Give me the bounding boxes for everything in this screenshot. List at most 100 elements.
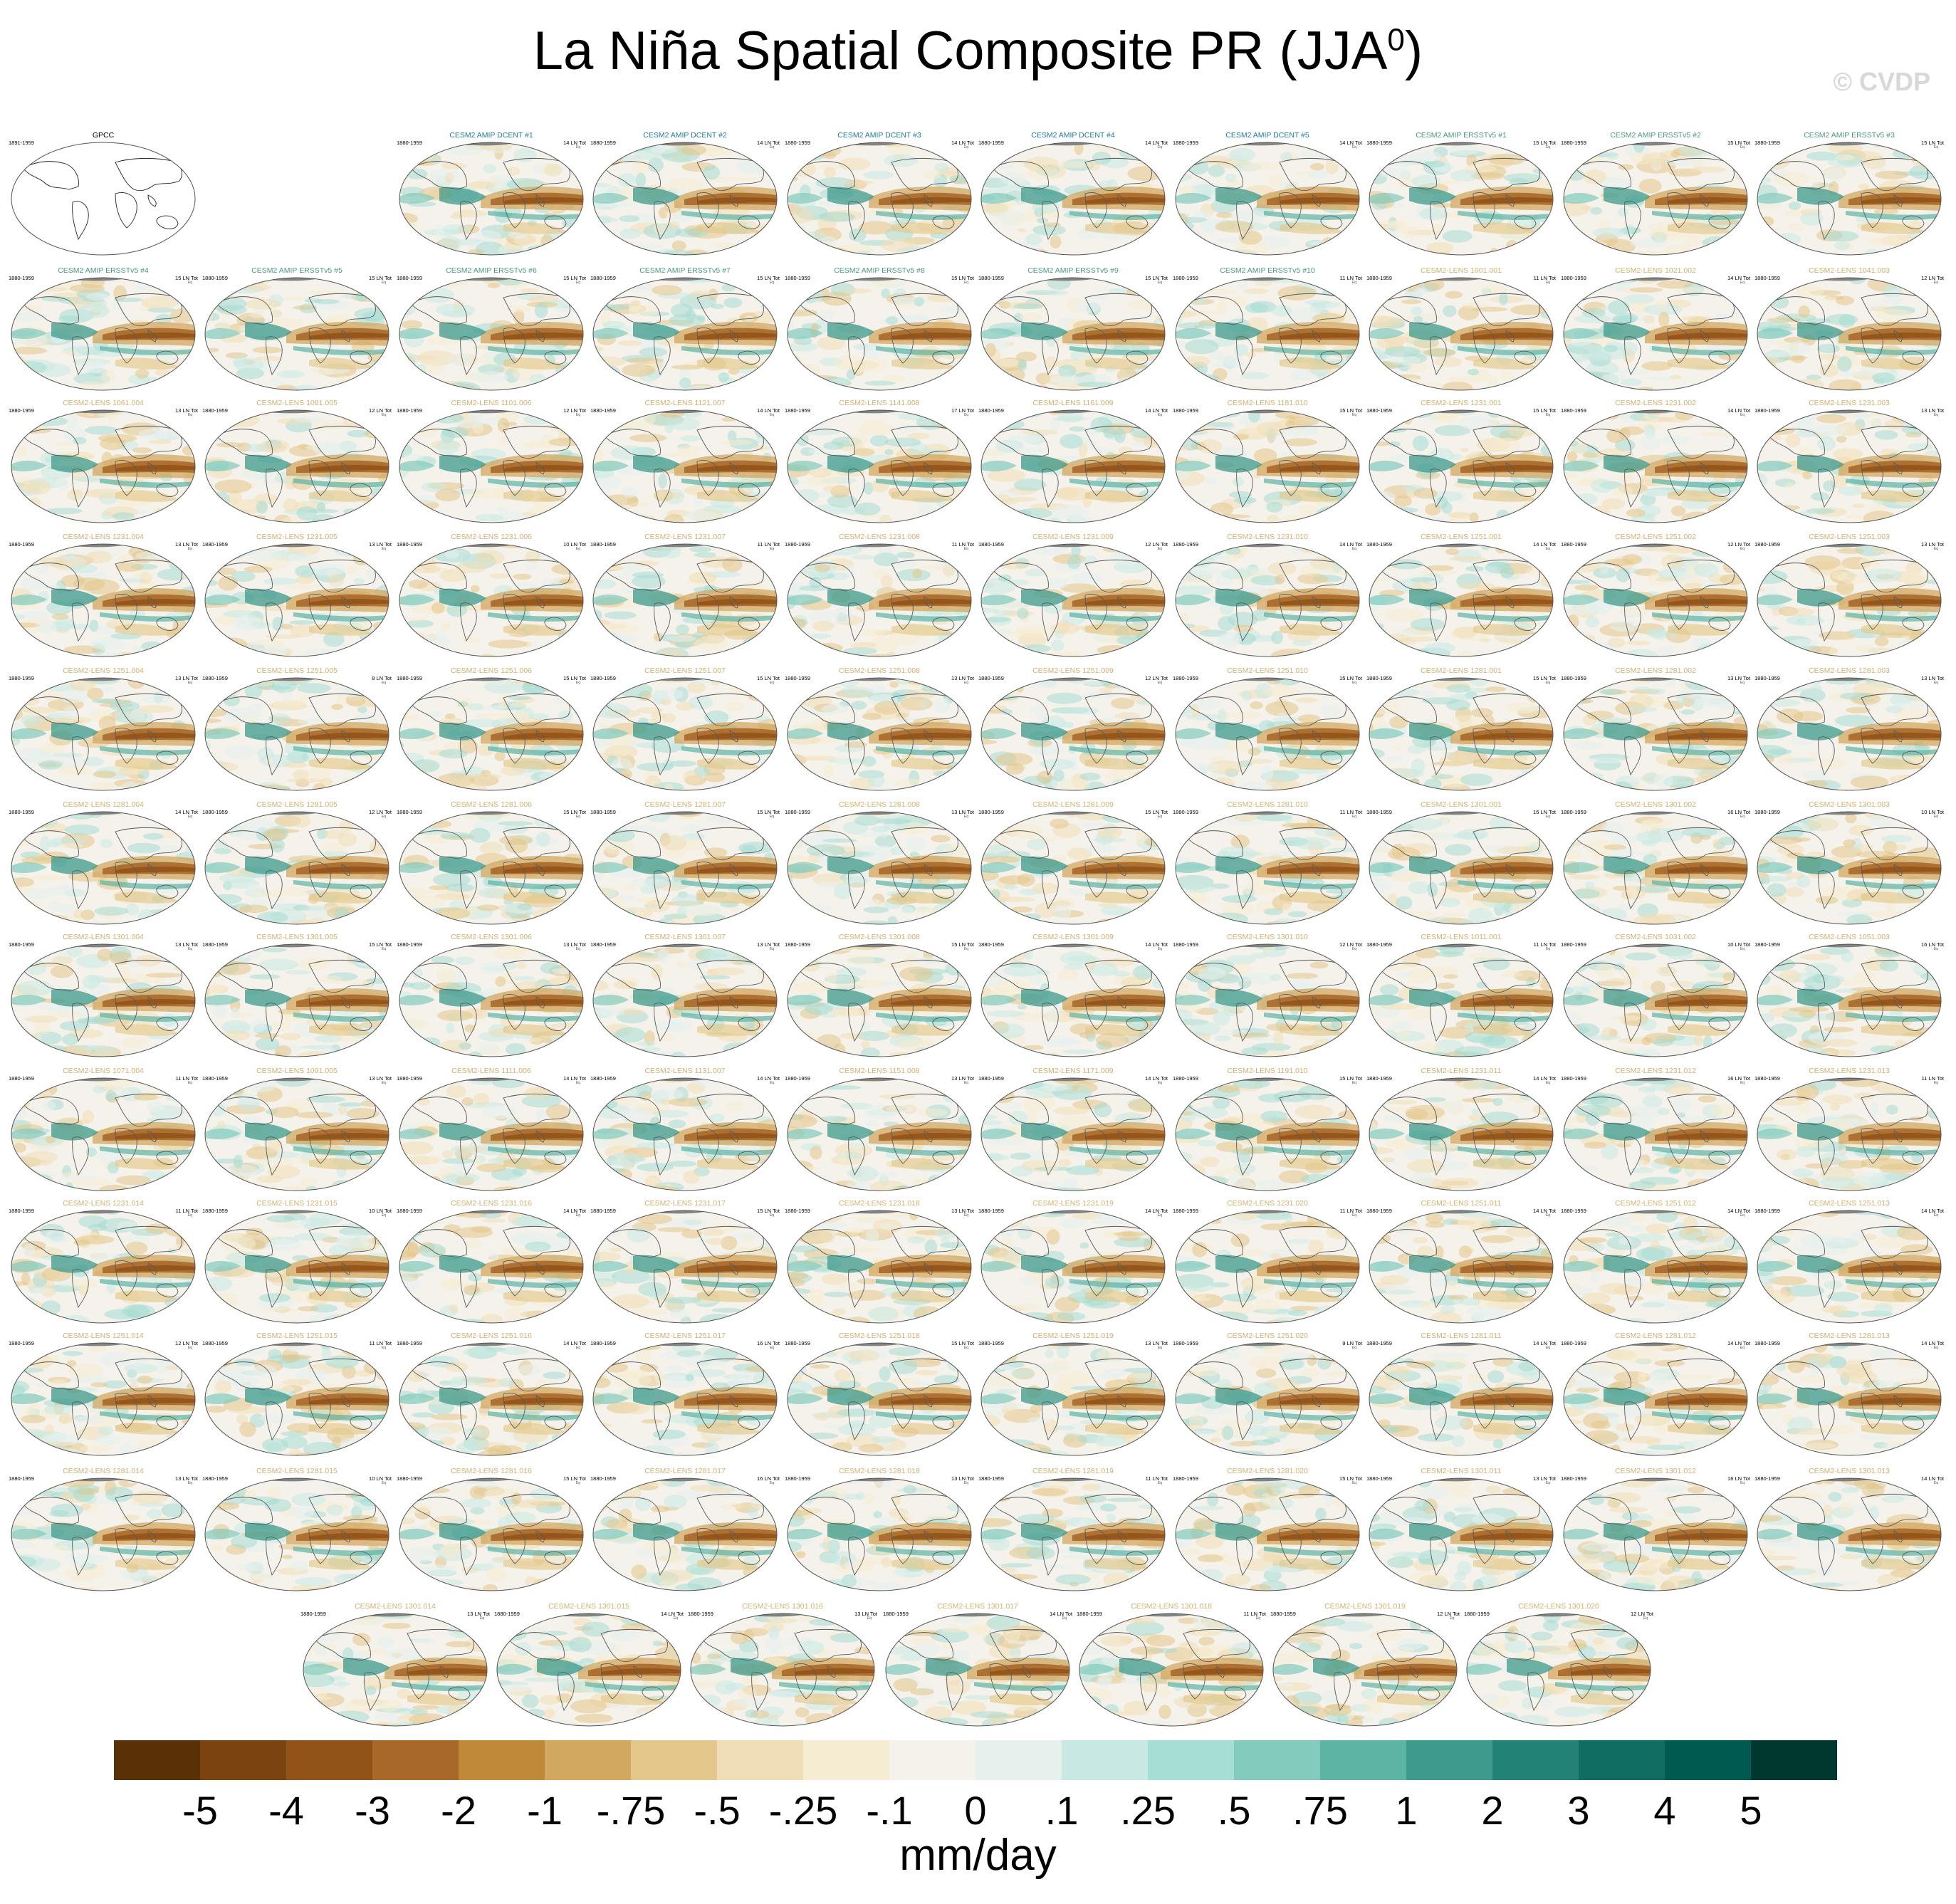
panel: CESM2-LENS 1281.015 1880-1959 10 LN Tot Eq: [202, 1467, 392, 1598]
colorbar-tick-label: -.1: [866, 1788, 913, 1833]
panel-period: 1880-1959: [1754, 809, 1780, 815]
panel-title: CESM2-LENS 1231.009: [1032, 533, 1114, 541]
colorbar-label: mm/day: [899, 1831, 1057, 1880]
composite-map: [399, 1210, 584, 1324]
composite-map: [1369, 142, 1554, 256]
composite-map: [1369, 1077, 1554, 1191]
panel-event-count: 14 LN Tot Eq: [1533, 1340, 1556, 1350]
panel-event-count: 15 LN Tot Eq: [369, 941, 392, 951]
panel-title: CESM2-LENS 1181.010: [1227, 399, 1308, 407]
panel: CESM2-LENS 1281.014 1880-1959 13 LN Tot Eq: [9, 1467, 198, 1598]
panel-event-count: 15 LN Tot Eq: [1339, 407, 1362, 417]
panel-period: 1880-1959: [1173, 941, 1198, 948]
panel: CESM2-LENS 1251.017 1880-1959 16 LN Tot Eq: [590, 1332, 780, 1463]
panel-period: 1880-1959: [1754, 407, 1780, 414]
panel-event-count: 8 LN Tot Eq: [372, 675, 392, 685]
panel-title: CESM2-LENS 1031.002: [1615, 933, 1696, 941]
panel-period: 1880-1959: [1366, 1208, 1392, 1214]
panel-period: 1880-1959: [202, 275, 228, 281]
panel-period: 1880-1959: [1561, 407, 1586, 414]
panel-period: 1880-1959: [1561, 541, 1586, 548]
panel: CESM2-LENS 1301.008 1880-1959 15 LN Tot Eq: [785, 933, 974, 1064]
composite-map: [1369, 811, 1554, 925]
panel-period: 1880-1959: [978, 407, 1004, 414]
composite-map: [592, 1077, 778, 1191]
panel-title: CESM2-LENS 1151.008: [839, 1067, 920, 1075]
panel-event-count: 16 LN Tot Eq: [1727, 1075, 1750, 1085]
panel-event-count: 15 LN Tot Eq: [1339, 675, 1362, 685]
panel-title: CESM2 AMIP ERSSTv5 #4: [58, 266, 149, 275]
panel-event-count: 11 LN Tot Eq: [1533, 275, 1556, 285]
panel-period: 1880-1959: [1173, 1075, 1198, 1082]
panel: CESM2-LENS 1251.010 1880-1959 15 LN Tot Eq: [1173, 666, 1362, 797]
panel: CESM2-LENS 1041.003 1880-1959 12 LN Tot Eq: [1754, 266, 1944, 397]
panel: CESM2-LENS 1251.008 1880-1959 13 LN Tot Eq: [785, 666, 974, 797]
composite-map: [204, 409, 389, 523]
panel-title: CESM2-LENS 1251.008: [839, 666, 920, 675]
panel-period: 1880-1959: [1561, 941, 1586, 948]
panel: CESM2-LENS 1301.018 1880-1959 11 LN Tot Eq: [1077, 1602, 1266, 1733]
panel-title: CESM2-LENS 1251.010: [1227, 666, 1308, 675]
panel: CESM2-LENS 1301.009 1880-1959 14 LN Tot Eq: [978, 933, 1168, 1064]
panel-period: 1891-1959: [9, 140, 34, 146]
figure-title: La Niña Spatial Composite PR (JJA0): [533, 21, 1423, 81]
panel-title: CESM2-LENS 1281.017: [644, 1467, 726, 1475]
panel-period: 1880-1959: [1754, 275, 1780, 281]
panel-event-count: 13 LN Tot Eq: [757, 941, 780, 951]
panel: CESM2-LENS 1281.019 1880-1959 11 LN Tot Eq: [978, 1467, 1168, 1598]
panel: CESM2-LENS 1231.006 1880-1959 10 LN Tot Eq: [397, 533, 586, 664]
panel-period: 1880-1959: [397, 675, 422, 681]
panel: CESM2-LENS 1301.012 1880-1959 16 LN Tot Eq: [1561, 1467, 1750, 1598]
panel-title: CESM2-LENS 1281.007: [644, 800, 726, 809]
panel-event-count: 14 LN Tot Eq: [1921, 1475, 1944, 1485]
panel: CESM2-LENS 1181.010 1880-1959 15 LN Tot Eq: [1173, 399, 1362, 530]
panel-title: CESM2-LENS 1081.005: [256, 399, 338, 407]
composite-map: [1369, 943, 1554, 1057]
composite-map: [787, 409, 972, 523]
panel-title: CESM2-LENS 1301.003: [1809, 800, 1890, 809]
panel: CESM2-LENS 1251.020 1880-1959 9 LN Tot Eq: [1173, 1332, 1362, 1463]
panel-period: 1880-1959: [397, 1475, 422, 1482]
panel: CESM2-LENS 1281.004 1880-1959 14 LN Tot Eq: [9, 800, 198, 931]
panel: CESM2-LENS 1231.004 1880-1959 13 LN Tot Eq: [9, 533, 198, 664]
composite-map: [1563, 409, 1748, 523]
panel-event-count: 14 LN Tot Eq: [661, 1611, 684, 1621]
panel-period: 1880-1959: [397, 1208, 422, 1214]
panel-event-count: 15 LN Tot Eq: [175, 275, 198, 285]
panel: CESM2-LENS 1281.018 1880-1959 13 LN Tot Eq: [785, 1467, 974, 1598]
composite-map: [399, 543, 584, 657]
composite-map: [204, 1077, 389, 1191]
panel-title: CESM2-LENS 1251.001: [1421, 533, 1502, 541]
panel: CESM2-LENS 1301.006 1880-1959 13 LN Tot Eq: [397, 933, 586, 1064]
panel-event-count: 11 LN Tot Eq: [175, 1075, 198, 1085]
panel-event-count: 15 LN Tot Eq: [757, 809, 780, 819]
panel-title: CESM2-LENS 1301.012: [1615, 1467, 1696, 1475]
panel: CESM2-LENS 1301.015 1880-1959 14 LN Tot Eq: [494, 1602, 684, 1733]
panel-event-count: 14 LN Tot Eq: [1533, 1075, 1556, 1085]
colorbar-tick-label: 3: [1567, 1788, 1590, 1833]
colorbar-tick-label: 5: [1740, 1788, 1762, 1833]
panel-period: 1880-1959: [978, 1208, 1004, 1214]
panel: CESM2-LENS 1281.011 1880-1959 14 LN Tot Eq: [1366, 1332, 1556, 1463]
colorbar-segment: [200, 1740, 286, 1780]
colorbar-tick-label: 4: [1653, 1788, 1676, 1833]
panel-event-count: 15 LN Tot Eq: [563, 809, 586, 819]
panel-event-count: 11 LN Tot Eq: [757, 541, 780, 551]
composite-map: [1757, 409, 1942, 523]
composite-map: [1757, 142, 1942, 256]
composite-map: [787, 1342, 972, 1456]
panel-title: CESM2-LENS 1301.014: [355, 1602, 436, 1611]
panel: CESM2-LENS 1021.002 1880-1959 14 LN Tot Eq: [1561, 266, 1750, 397]
panel-period: 1880-1959: [1464, 1611, 1490, 1617]
composite-map: [204, 1342, 389, 1456]
panel: CESM2 AMIP ERSSTv5 #2 1880-1959 15 LN Tot E…: [1561, 131, 1750, 262]
panel-event-count: 10 LN Tot Eq: [1921, 809, 1944, 819]
panel-event-count: 11 LN Tot Eq: [1145, 1475, 1168, 1485]
composite-map: [11, 543, 196, 657]
composite-map: [11, 677, 196, 791]
panel-title: CESM2-LENS 1231.012: [1615, 1067, 1696, 1075]
panel-event-count: 16 LN Tot Eq: [1727, 809, 1750, 819]
panel-event-count: 14 LN Tot Eq: [1145, 140, 1168, 150]
panel: CESM2-LENS 1231.015 1880-1959 10 LN Tot Eq: [202, 1199, 392, 1330]
panel: CESM2-LENS 1231.002 1880-1959 14 LN Tot Eq: [1561, 399, 1750, 530]
